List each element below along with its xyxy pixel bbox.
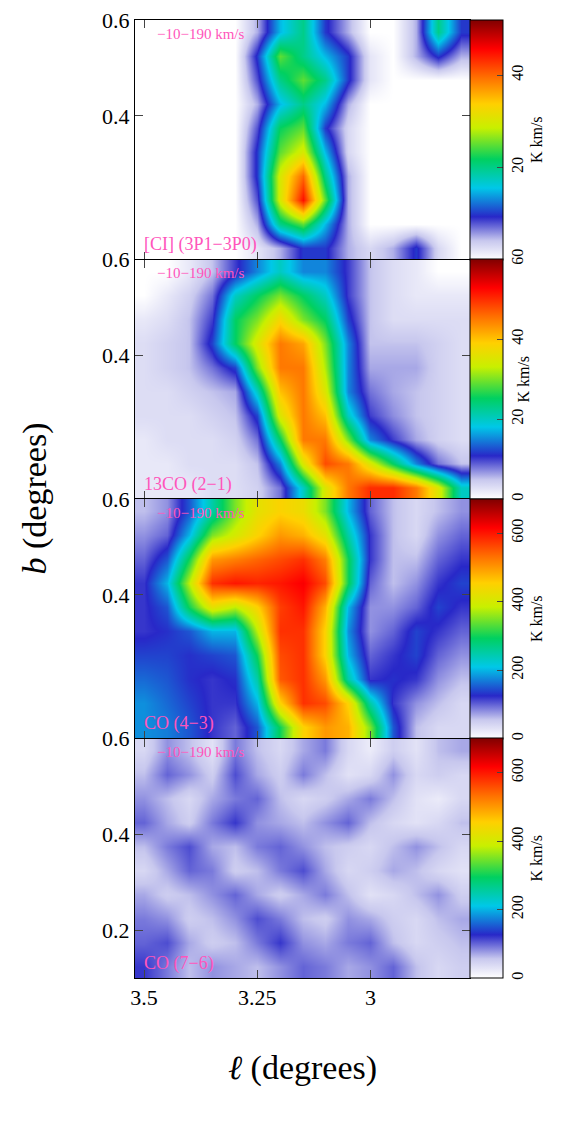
svg-text:40: 40	[509, 329, 526, 345]
svg-text:200: 200	[509, 895, 526, 919]
svg-text:−10−190 km/s: −10−190 km/s	[157, 744, 245, 760]
svg-text:200: 200	[509, 656, 526, 680]
svg-text:600: 600	[509, 758, 526, 782]
svg-text:3: 3	[365, 985, 376, 1010]
svg-text:0.4: 0.4	[102, 583, 130, 608]
svg-text:CO (7−6): CO (7−6)	[144, 953, 214, 974]
svg-text:400: 400	[509, 587, 526, 611]
svg-text:−10−190 km/s: −10−190 km/s	[157, 265, 245, 281]
svg-text:400: 400	[509, 827, 526, 851]
svg-text:0: 0	[509, 493, 526, 501]
svg-text:0.6: 0.6	[102, 8, 130, 33]
svg-text:b (degrees): b (degrees)	[16, 423, 54, 575]
svg-text:20: 20	[509, 157, 526, 173]
svg-text:0: 0	[509, 972, 526, 980]
svg-text:600: 600	[509, 519, 526, 543]
svg-text:3.25: 3.25	[238, 985, 277, 1010]
svg-text:0.2: 0.2	[102, 918, 130, 943]
svg-text:0.6: 0.6	[102, 726, 130, 751]
svg-text:K km/s: K km/s	[515, 356, 532, 403]
svg-text:13CO (2−1): 13CO (2−1)	[144, 474, 232, 495]
svg-text:0: 0	[509, 732, 526, 740]
svg-text:CO (4−3): CO (4−3)	[144, 713, 214, 734]
svg-text:K km/s: K km/s	[528, 116, 545, 163]
svg-text:60: 60	[509, 249, 526, 265]
svg-text:0.4: 0.4	[102, 104, 130, 129]
svg-text:[CI] (3P1−3P0): [CI] (3P1−3P0)	[144, 234, 257, 255]
svg-text:0.6: 0.6	[102, 247, 130, 272]
svg-text:K km/s: K km/s	[528, 835, 545, 882]
svg-text:K km/s: K km/s	[528, 595, 545, 642]
svg-text:3.5: 3.5	[130, 985, 158, 1010]
svg-text:0.4: 0.4	[102, 822, 130, 847]
svg-text:20: 20	[509, 409, 526, 425]
svg-text:−10−190 km/s: −10−190 km/s	[157, 505, 245, 521]
svg-text:40: 40	[509, 65, 526, 81]
svg-text:−10−190 km/s: −10−190 km/s	[157, 26, 245, 42]
svg-text:ℓ (degrees): ℓ (degrees)	[228, 1049, 377, 1087]
svg-text:0.6: 0.6	[102, 487, 130, 512]
svg-text:0.4: 0.4	[102, 343, 130, 368]
